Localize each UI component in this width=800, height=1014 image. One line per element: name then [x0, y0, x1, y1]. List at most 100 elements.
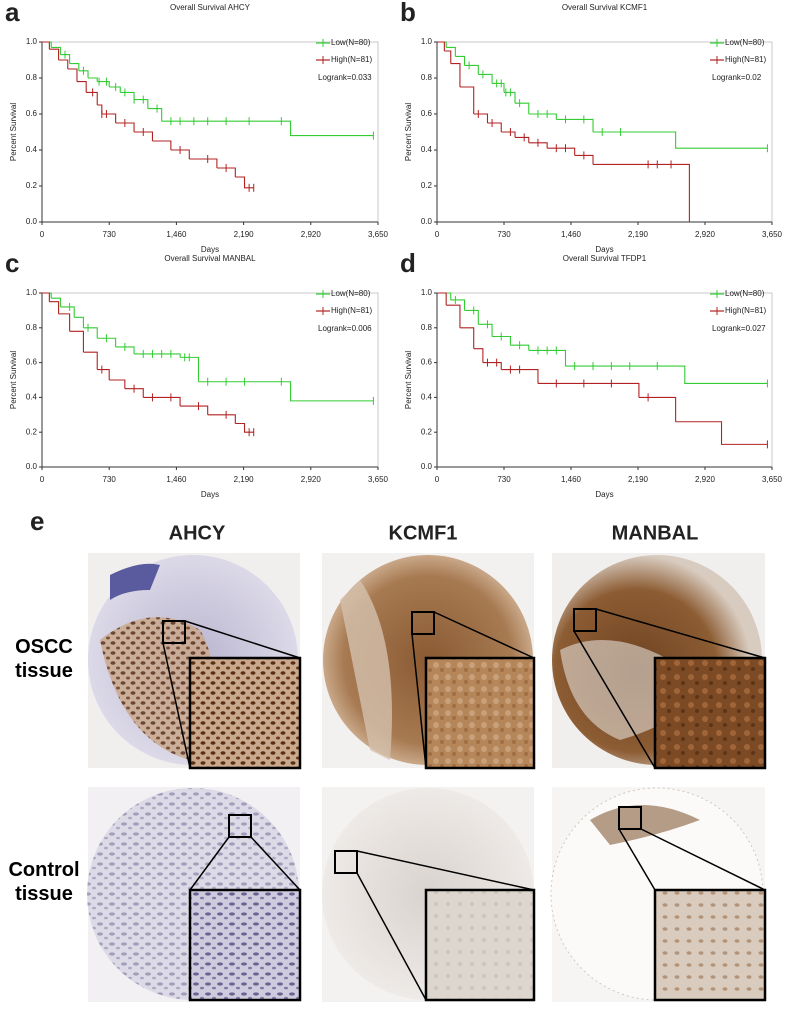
x-tick-label: 1,460 [166, 230, 187, 239]
x-tick-label: 0 [40, 230, 45, 239]
survival-step [124, 388, 144, 398]
y-tick-label: 0.4 [26, 393, 38, 402]
panel-label: d [400, 248, 416, 278]
y-tick-label: 0.0 [26, 217, 38, 226]
x-tick-label: 2,190 [234, 230, 255, 239]
y-tick-label: 0.2 [421, 427, 433, 436]
survival-step [478, 73, 493, 84]
survival-step [216, 167, 236, 177]
y-tick-label: 0.2 [26, 427, 38, 436]
x-tick-label: 3,650 [368, 230, 389, 239]
chart-title: Overall Survival MANBAL [164, 254, 256, 263]
zoom-image [653, 656, 767, 770]
survival-curve [437, 292, 768, 388]
legend-label: High(N=81) [725, 55, 766, 64]
survival-step [510, 344, 530, 351]
survival-step [83, 327, 98, 339]
survival-step [446, 46, 456, 57]
x-tick-label: 730 [497, 230, 511, 239]
zoom-line [250, 836, 301, 891]
x-tick-label: 1,460 [561, 475, 582, 484]
zoom-image [188, 888, 302, 1002]
survival-step [593, 131, 768, 149]
legend-label: High(N=81) [725, 306, 766, 315]
panel-label: c [5, 248, 19, 278]
x-tick-label: 1,460 [561, 230, 582, 239]
y-tick-label: 0.0 [421, 217, 433, 226]
survival-step [60, 306, 75, 318]
y-tick-label: 0.8 [26, 73, 38, 82]
survival-step [69, 63, 80, 71]
survival-step [638, 396, 677, 422]
legend-label: Low(N=80) [331, 289, 371, 298]
survival-step [88, 77, 98, 82]
zoom-image [188, 656, 302, 770]
survival-step [515, 136, 530, 143]
x-axis-label: Days [201, 245, 219, 254]
y-tick-label: 1.0 [26, 288, 38, 297]
y-tick-label: 0.2 [421, 181, 433, 190]
survival-step [437, 41, 445, 51]
x-tick-label: 2,920 [301, 475, 322, 484]
survival-step [492, 82, 505, 93]
survival-curve [437, 41, 768, 153]
y-axis-label: Percent Survival [9, 103, 18, 161]
survival-step [473, 113, 489, 123]
zoom-image [424, 656, 536, 770]
y-tick-label: 0.0 [421, 462, 433, 471]
zoom-line [184, 620, 301, 659]
x-tick-label: 2,190 [628, 230, 649, 239]
zoom-line [595, 608, 766, 659]
survival-step [675, 421, 768, 445]
survival-step [97, 81, 110, 87]
x-tick-label: 730 [497, 475, 511, 484]
survival-step [60, 54, 71, 64]
y-tick-label: 0.4 [421, 393, 433, 402]
row-label: Control tissue [8, 859, 80, 905]
y-axis-label: Percent Survival [9, 351, 18, 409]
zoom-line [411, 633, 427, 769]
survival-step [109, 379, 126, 389]
chart-title: Overall Survival KCMF1 [562, 3, 648, 12]
x-tick-label: 0 [40, 475, 45, 484]
survival-curve [437, 292, 768, 449]
survival-step [528, 349, 567, 367]
zoom-line [573, 630, 656, 769]
row-label-box: Control tissue [8, 859, 80, 905]
survival-step [459, 86, 475, 114]
y-tick-label: 0.4 [26, 145, 38, 154]
annotation: Logrank=0.006 [318, 324, 372, 333]
y-tick-label: 1.0 [421, 288, 433, 297]
y-tick-label: 0.0 [26, 462, 38, 471]
survival-curve [437, 41, 690, 222]
plot-frame [41, 292, 379, 468]
survival-step [482, 362, 502, 370]
y-axis-label: Percent Survival [404, 351, 413, 409]
x-axis-label: Days [595, 245, 613, 254]
survival-step [49, 48, 60, 60]
survival-step [450, 63, 461, 87]
survival-step [528, 113, 557, 120]
zoom-image [424, 888, 536, 1002]
survival-step [437, 292, 452, 300]
zoom-source [334, 850, 358, 874]
y-axis-label: Percent Survival [404, 103, 413, 161]
survival-step [515, 102, 530, 114]
legend-label: Low(N=80) [725, 289, 765, 298]
annotation: Logrank=0.02 [712, 73, 762, 82]
tissue-region [100, 617, 213, 760]
y-tick-label: 0.6 [421, 109, 433, 118]
x-tick-label: 1,460 [166, 475, 187, 484]
survival-step [134, 131, 154, 141]
y-tick-label: 1.0 [421, 37, 433, 46]
survival-step [464, 64, 479, 75]
zoom-line [356, 850, 535, 891]
survival-step [180, 356, 200, 382]
survival-step [478, 323, 493, 337]
survival-curve [42, 41, 374, 140]
legend-label: Low(N=80) [725, 38, 765, 47]
survival-step [134, 353, 181, 358]
survival-step [207, 414, 236, 424]
